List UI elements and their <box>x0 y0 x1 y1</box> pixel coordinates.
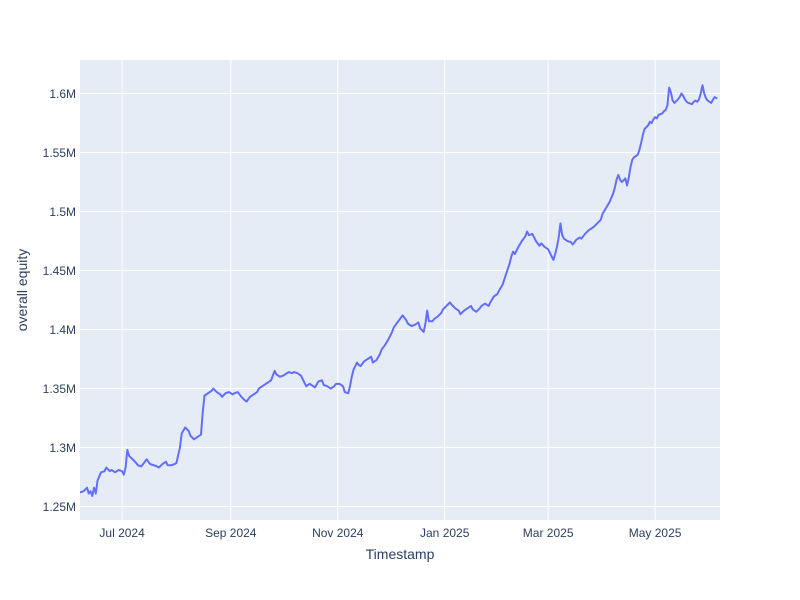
y-tick-label: 1.35M <box>42 381 76 396</box>
x-axis-title: Timestamp <box>365 546 435 562</box>
y-tick-label: 1.5M <box>49 204 76 219</box>
gridlines <box>80 60 720 520</box>
y-axis-title: overall equity <box>14 248 30 332</box>
x-tick-label: Jan 2025 <box>420 526 470 540</box>
equity-line-series[interactable] <box>80 84 718 497</box>
plot-area[interactable] <box>80 60 720 520</box>
y-tick-label: 1.55M <box>42 145 76 160</box>
x-tick-label: Jul 2024 <box>99 526 145 540</box>
y-tick-label: 1.25M <box>42 499 76 514</box>
y-tick-label: 1.4M <box>49 322 76 337</box>
x-tick-label: Mar 2025 <box>522 526 574 540</box>
x-tick-label: Sep 2024 <box>205 526 257 540</box>
x-tick-label: Nov 2024 <box>312 526 364 540</box>
plot-canvas <box>80 60 720 520</box>
x-tick-label: May 2025 <box>628 526 682 540</box>
y-tick-label: 1.45M <box>42 263 76 278</box>
y-tick-label: 1.6M <box>49 86 76 101</box>
y-tick-label: 1.3M <box>49 440 76 455</box>
